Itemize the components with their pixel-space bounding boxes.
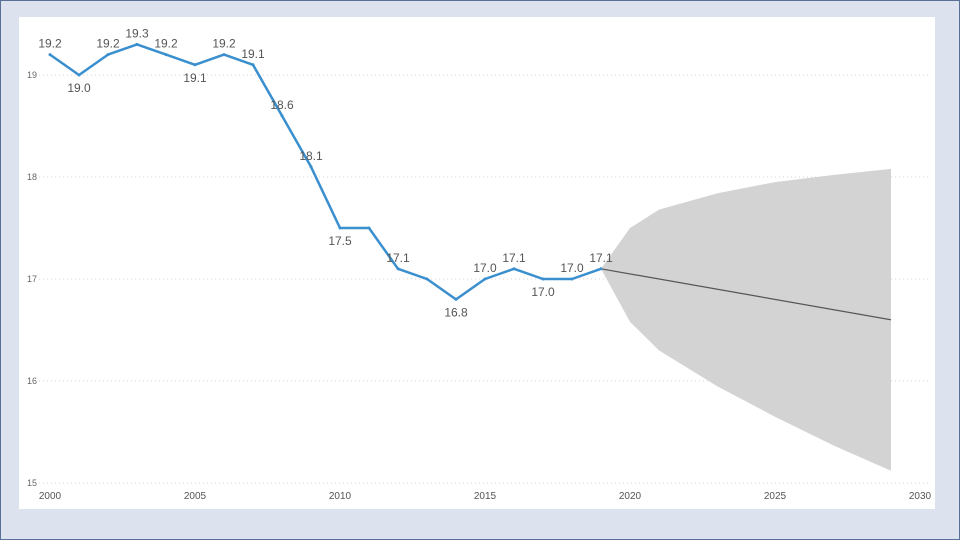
x-tick-label: 2020: [619, 491, 642, 502]
data-point: [251, 63, 255, 67]
data-point: [483, 277, 487, 281]
data-label: 17.0: [473, 261, 497, 275]
data-label: 19.2: [212, 37, 236, 51]
data-point: [309, 165, 313, 169]
data-point: [396, 267, 400, 271]
y-tick-label: 15: [27, 478, 37, 488]
data-point: [512, 267, 516, 271]
data-label: 16.8: [444, 305, 468, 319]
line-chart: 15 16 17 18 19 2000 2005 2010 2015 2020 2025 2030 19…: [27, 26, 932, 502]
y-tick-label: 16: [27, 376, 37, 386]
x-tick-label: 2025: [764, 491, 787, 502]
x-tick-label: 2010: [329, 491, 352, 502]
data-point: [280, 114, 284, 118]
y-tick-label: 19: [27, 70, 37, 80]
series-line: [49, 43, 602, 301]
data-point: [48, 53, 52, 57]
data-point: [367, 226, 371, 230]
x-tick-label: 2000: [39, 491, 62, 502]
data-point: [222, 53, 226, 57]
forecast-confidence-band: [601, 168, 891, 471]
data-label: 17.5: [328, 234, 352, 248]
x-tick-label: 2030: [909, 491, 932, 502]
data-label: 19.3: [125, 26, 149, 40]
data-point: [541, 277, 545, 281]
data-label: 18.6: [270, 98, 294, 112]
data-point: [193, 63, 197, 67]
data-point: [570, 277, 574, 281]
data-point: [425, 277, 429, 281]
y-tick-label: 18: [27, 172, 37, 182]
data-point: [77, 73, 81, 77]
y-tick-label: 17: [27, 274, 37, 284]
x-tick-label: 2005: [184, 491, 207, 502]
x-tick-label: 2015: [474, 491, 497, 502]
data-label: 17.1: [386, 251, 410, 265]
forecast-line: [600, 268, 892, 321]
data-label: 19.2: [38, 37, 62, 51]
data-label: 19.0: [67, 81, 91, 95]
data-point: [135, 42, 139, 46]
data-point: [164, 53, 168, 57]
data-label: 19.1: [183, 71, 207, 85]
data-label: 17.0: [531, 285, 555, 299]
data-label: 19.2: [154, 37, 178, 51]
data-point: [454, 297, 458, 301]
data-label: 19.1: [241, 47, 265, 61]
data-label: 17.1: [502, 251, 526, 265]
data-point: [338, 226, 342, 230]
data-point: [599, 267, 603, 271]
data-label: 18.1: [299, 149, 323, 163]
data-label: 17.0: [560, 261, 584, 275]
data-label: 19.2: [96, 37, 120, 51]
chart-panel: 15 16 17 18 19 2000 2005 2010 2015 2020 2025 2030 19…: [19, 17, 935, 509]
data-point: [106, 53, 110, 57]
data-label: 17.1: [589, 251, 613, 265]
